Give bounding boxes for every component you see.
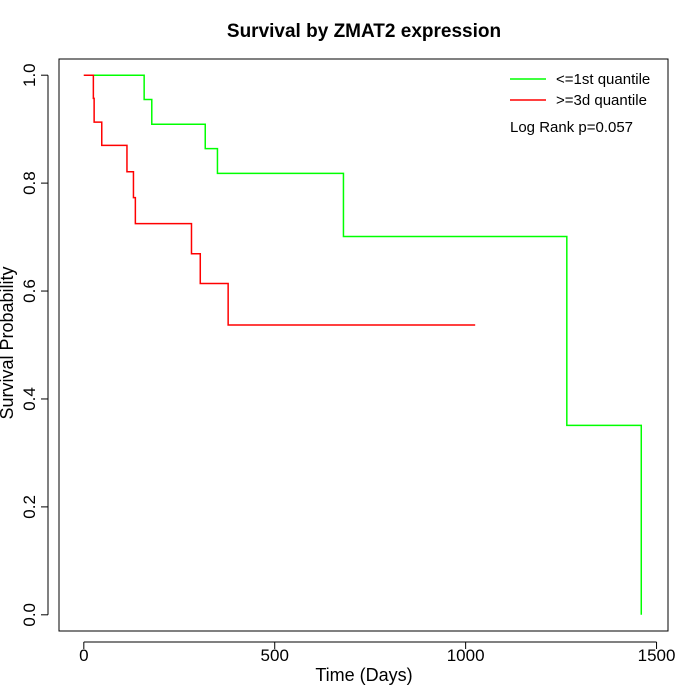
- series-layer: [83, 74, 643, 615]
- x-tick-label: 500: [261, 646, 289, 665]
- survival-curve-high: [83, 74, 476, 326]
- survival-curve-low: [83, 74, 643, 615]
- y-tick-label: 0.4: [20, 387, 39, 411]
- x-axis-label: Time (Days): [315, 665, 412, 685]
- x-axis: 0 500 1000 1500: [79, 641, 676, 665]
- y-tick-label: 0.0: [20, 603, 39, 627]
- chart-title: Survival by ZMAT2 expression: [227, 21, 501, 42]
- legend-label-low: <=1st quantile: [556, 71, 650, 88]
- y-axis: 0.0 0.2 0.4 0.6 0.8 1.0: [20, 63, 49, 627]
- legend: <=1st quantile >=3d quantile: [510, 71, 650, 109]
- y-axis-label: Survival Probability: [0, 266, 17, 419]
- plot-frame: [58, 58, 669, 632]
- log-rank-annotation: Log Rank p=0.057: [510, 119, 633, 136]
- legend-label-high: >=3d quantile: [556, 92, 647, 109]
- y-tick-label: 0.8: [20, 171, 39, 195]
- y-tick-label: 0.6: [20, 279, 39, 303]
- x-tick-label: 1000: [447, 646, 485, 665]
- x-tick-label: 0: [79, 646, 88, 665]
- y-tick-label: 1.0: [20, 63, 39, 87]
- y-tick-label: 0.2: [20, 495, 39, 519]
- x-tick-label: 1500: [638, 646, 676, 665]
